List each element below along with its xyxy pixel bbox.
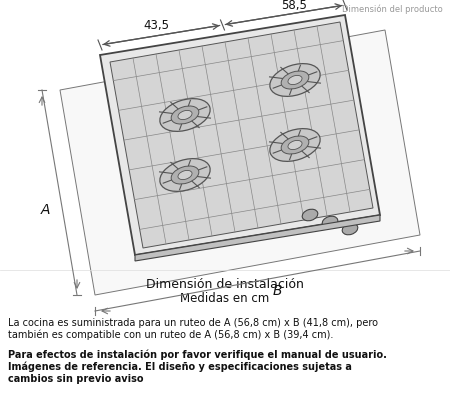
Text: también es compatible con un ruteo de A (56,8 cm) x B (39,4 cm).: también es compatible con un ruteo de A … <box>8 330 333 341</box>
Ellipse shape <box>322 216 338 228</box>
Ellipse shape <box>270 129 320 161</box>
Text: Para efectos de instalación por favor verifique el manual de usuario.: Para efectos de instalación por favor ve… <box>8 350 387 361</box>
Text: Dimensión del producto: Dimensión del producto <box>342 5 443 15</box>
Ellipse shape <box>160 159 210 191</box>
Ellipse shape <box>178 110 192 120</box>
Polygon shape <box>100 15 380 255</box>
Text: A: A <box>41 204 50 217</box>
Text: Medidas en cm: Medidas en cm <box>180 292 270 305</box>
Ellipse shape <box>270 63 320 96</box>
Ellipse shape <box>302 209 318 221</box>
Polygon shape <box>60 30 420 295</box>
Ellipse shape <box>160 98 210 131</box>
Ellipse shape <box>178 171 192 179</box>
Text: 58,5: 58,5 <box>281 0 307 11</box>
Ellipse shape <box>342 223 358 235</box>
Text: La cocina es suministrada para un ruteo de A (56,8 cm) x B (41,8 cm), pero: La cocina es suministrada para un ruteo … <box>8 318 378 328</box>
Text: B: B <box>273 284 282 298</box>
Ellipse shape <box>281 136 309 154</box>
Ellipse shape <box>281 71 309 89</box>
Text: Dimensión de instalación: Dimensión de instalación <box>146 278 304 291</box>
Ellipse shape <box>288 140 302 150</box>
Text: cambios sin previo aviso: cambios sin previo aviso <box>8 374 144 384</box>
Ellipse shape <box>171 166 199 184</box>
Polygon shape <box>110 22 373 248</box>
Text: 43,5: 43,5 <box>143 18 169 31</box>
Ellipse shape <box>288 75 302 85</box>
Polygon shape <box>135 215 380 261</box>
Text: Imágenes de referencia. El diseño y especificaciones sujetas a: Imágenes de referencia. El diseño y espe… <box>8 362 352 372</box>
Ellipse shape <box>171 106 199 124</box>
